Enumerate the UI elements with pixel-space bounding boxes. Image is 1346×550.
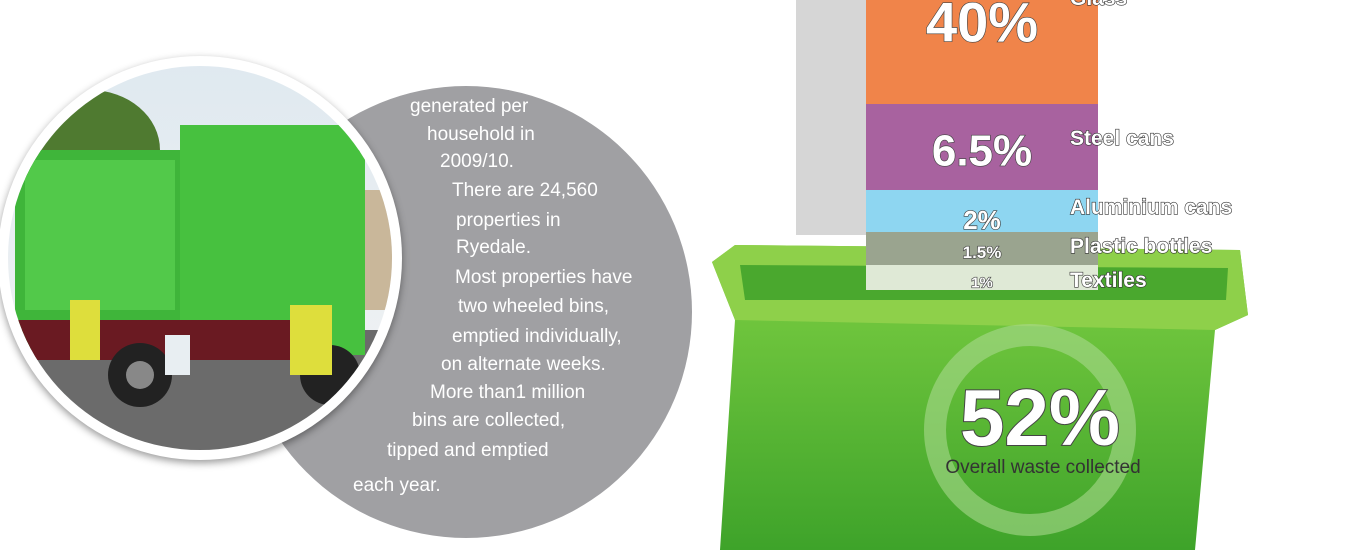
material-percent: 1% bbox=[971, 274, 993, 291]
info-line: There are 24,560 bbox=[452, 180, 598, 201]
info-line: household in bbox=[427, 124, 535, 145]
info-line: tipped and emptied bbox=[387, 440, 549, 461]
photo bbox=[0, 56, 405, 460]
info-line: generated per bbox=[410, 96, 529, 117]
info-line: two wheeled bins, bbox=[458, 296, 609, 317]
material-percent: 2% bbox=[963, 205, 1001, 235]
material-label: Aluminium cans bbox=[1070, 196, 1232, 219]
info-line: 210.1 Kgs bbox=[350, 39, 436, 60]
material-percent: 1.5% bbox=[963, 243, 1002, 262]
material-label: Glass bbox=[1070, 0, 1127, 10]
info-line: of waste was bbox=[385, 69, 495, 90]
info-line: bins are collected, bbox=[412, 410, 565, 431]
material-percent: 40% bbox=[926, 0, 1038, 54]
material-label: Plastic bottles bbox=[1070, 235, 1212, 258]
infographic: 210.1 Kgs of waste was generated per househ… bbox=[0, 0, 1346, 550]
info-line: Ryedale. bbox=[456, 237, 531, 258]
info-line: More than1 million bbox=[430, 382, 585, 403]
info-line: properties in bbox=[456, 210, 561, 231]
material-label: Textiles bbox=[1070, 269, 1147, 292]
info-line: on alternate weeks. bbox=[441, 354, 606, 375]
total-percent: 52% bbox=[960, 373, 1120, 462]
info-line: each year. bbox=[353, 475, 441, 496]
info-line: 2009/10. bbox=[440, 151, 514, 172]
total-label: Overall waste collected bbox=[945, 457, 1140, 478]
info-line: Most properties have bbox=[455, 267, 632, 288]
material-percent: 6.5% bbox=[932, 126, 1032, 175]
material-label: Steel cans bbox=[1070, 127, 1174, 150]
info-line: emptied individually, bbox=[452, 326, 622, 347]
